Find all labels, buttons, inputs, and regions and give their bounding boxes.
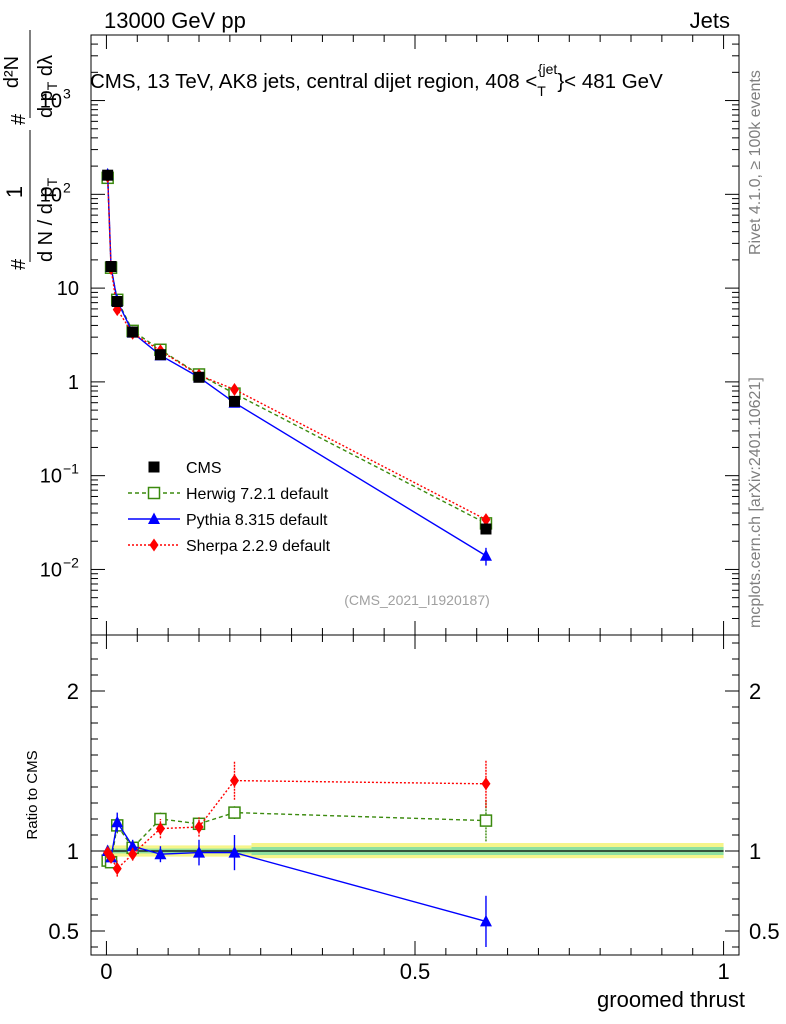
ylabel-hash-1: # bbox=[8, 258, 30, 270]
ratio-series-line bbox=[107, 820, 487, 923]
title-post: }< 481 GeV bbox=[557, 70, 663, 93]
ratio-y-tick-label-left: 0.5 bbox=[48, 919, 79, 944]
ratio-data-point bbox=[229, 774, 239, 788]
ylabel-frac2-bottom-sub: T bbox=[44, 81, 60, 90]
ylabel-frac2-bottom: d pT dλ bbox=[35, 55, 60, 118]
ylabel-frac2-top: d²N bbox=[1, 56, 23, 88]
ratio-data-point bbox=[126, 839, 139, 852]
ratio-data-point bbox=[481, 777, 491, 791]
ratio-data-point bbox=[106, 850, 116, 864]
ratio-series-sherpa bbox=[103, 759, 491, 877]
legend-label: CMS bbox=[186, 460, 222, 477]
ylabel-frac2-bottom-post: dλ bbox=[35, 55, 57, 82]
legend-marker bbox=[148, 512, 160, 524]
ratio-data-point bbox=[111, 815, 124, 828]
ratio-bands bbox=[106, 843, 724, 859]
ratio-data-point bbox=[228, 846, 241, 858]
ratio-data-point bbox=[155, 822, 165, 836]
ratio-data-point bbox=[479, 914, 492, 927]
y-tick-label: 1 bbox=[68, 372, 79, 394]
title-sub: T bbox=[537, 83, 546, 99]
main-y-axis-label: # 1 d N / d pT # d²N d pT dλ bbox=[1, 30, 60, 270]
y-tick-label: 10 bbox=[40, 559, 62, 581]
ratio-y-tick-label-right: 2 bbox=[749, 679, 761, 704]
ratio-y-tick-label-left: 1 bbox=[67, 839, 79, 864]
data-point bbox=[480, 523, 492, 535]
ylabel-frac2-bottom-text: d p bbox=[35, 90, 57, 118]
ratio-series-group bbox=[101, 759, 493, 947]
mcplots-source-label: mcplots.cern.ch [arXiv:2401.10621] bbox=[747, 377, 764, 628]
data-point bbox=[229, 382, 239, 396]
ylabel-hash-2: # bbox=[8, 113, 30, 125]
legend-marker bbox=[149, 538, 159, 552]
data-point bbox=[481, 513, 491, 527]
x-tick-label: 0.5 bbox=[400, 959, 431, 984]
legend-label: Herwig 7.2.1 default bbox=[186, 486, 329, 503]
data-point bbox=[105, 260, 117, 272]
analysis-id-label: (CMS_2021_I1920187) bbox=[344, 592, 490, 608]
ratio-data-point bbox=[228, 806, 241, 819]
collision-energy-label: 13000 GeV pp bbox=[104, 8, 246, 33]
title-sup: {jet bbox=[538, 61, 558, 77]
ratio-y-tick-label-right: 0.5 bbox=[749, 919, 780, 944]
ratio-data-point bbox=[194, 820, 204, 834]
data-point bbox=[102, 169, 114, 181]
x-tick-label: 0 bbox=[100, 959, 112, 984]
series-pythia bbox=[101, 167, 492, 566]
series-cms bbox=[102, 169, 492, 535]
y-tick-label: 10 bbox=[40, 91, 62, 113]
main-ticks bbox=[91, 34, 739, 636]
legend-item: Sherpa 2.2.9 default bbox=[128, 538, 331, 555]
rivet-version-label: Rivet 4.1.0, ≥ 100k events bbox=[747, 70, 764, 255]
legend-label: Pythia 8.315 default bbox=[186, 512, 328, 529]
legend: CMS Herwig 7.2.1 default Pythia 8.315 defa… bbox=[128, 460, 331, 555]
y-tick-label: 10 bbox=[57, 278, 79, 300]
legend-item: CMS bbox=[148, 460, 222, 477]
y-tick-exponent: 2 bbox=[63, 179, 71, 195]
legend-item: Herwig 7.2.1 default bbox=[128, 486, 329, 503]
ratio-data-point bbox=[112, 862, 122, 876]
ratio-plot-frame bbox=[90, 634, 740, 956]
title-pre: CMS, 13 TeV, AK8 jets, central dijet reg… bbox=[90, 70, 537, 93]
main-series-group bbox=[101, 167, 493, 566]
ylabel-frac-bottom-text: d N / d p bbox=[35, 186, 57, 262]
data-point bbox=[127, 326, 139, 338]
ratio-y-tick-label-left: 2 bbox=[67, 679, 79, 704]
data-point bbox=[228, 395, 240, 407]
process-label: Jets bbox=[690, 8, 730, 33]
data-point bbox=[154, 349, 166, 361]
ratio-ticks: 0.5 0.5 1 1 2 2 0 0.5 1 bbox=[48, 635, 780, 984]
legend-marker bbox=[148, 461, 160, 473]
ratio-y-axis-label: Ratio to CMS bbox=[24, 750, 41, 839]
data-point bbox=[111, 295, 123, 307]
data-point bbox=[193, 371, 205, 383]
ylabel-frac-bottom-sub: T bbox=[44, 177, 60, 186]
y-tick-exponent: −2 bbox=[63, 554, 79, 570]
ylabel-frac-bottom: d N / d pT bbox=[35, 177, 60, 262]
ratio-y-tick-label-right: 1 bbox=[749, 839, 761, 864]
plot-title: CMS, 13 TeV, AK8 jets, central dijet reg… bbox=[90, 61, 663, 99]
y-tick-label: 10 bbox=[40, 184, 62, 206]
ylabel-frac-top: 1 bbox=[2, 186, 27, 198]
header: 13000 GeV pp Jets bbox=[104, 8, 730, 33]
ratio-data-point bbox=[128, 847, 138, 861]
ratio-data-point bbox=[193, 846, 205, 858]
ratio-data-point bbox=[154, 847, 167, 860]
y-tick-label: 10 bbox=[40, 466, 62, 488]
series-line bbox=[106, 176, 487, 521]
legend-item: Pythia 8.315 default bbox=[128, 512, 328, 529]
x-tick-label: 1 bbox=[717, 959, 729, 984]
series-sherpa bbox=[103, 169, 491, 527]
legend-label: Sherpa 2.2.9 default bbox=[186, 538, 331, 555]
y-tick-exponent: 3 bbox=[63, 86, 71, 102]
y-tick-exponent: −1 bbox=[63, 461, 79, 477]
legend-marker bbox=[147, 486, 161, 500]
x-axis-label: groomed thrust bbox=[597, 987, 745, 1012]
ratio-data-point bbox=[479, 814, 493, 827]
data-point bbox=[479, 549, 492, 561]
